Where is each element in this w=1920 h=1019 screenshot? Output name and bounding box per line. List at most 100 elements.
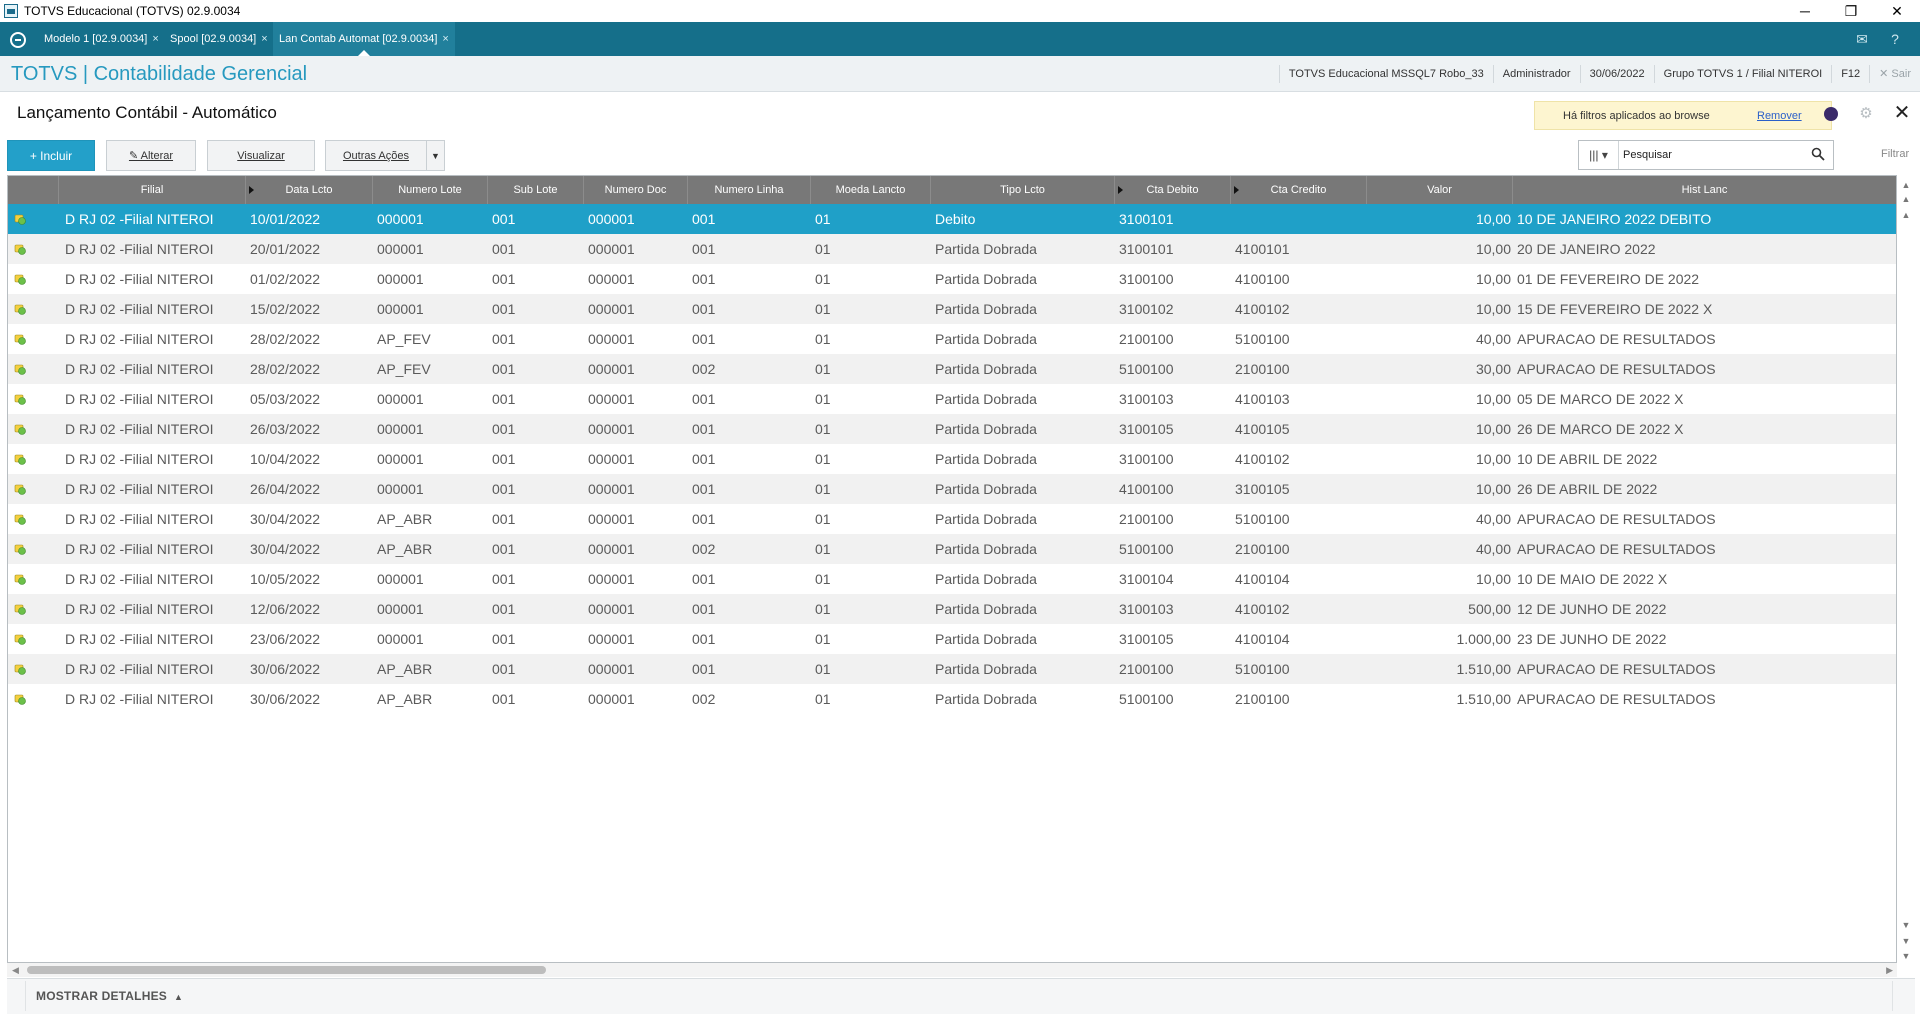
- gear-icon[interactable]: ⚙: [1859, 105, 1873, 122]
- header-tipo-lcto[interactable]: Tipo Lcto: [931, 176, 1115, 204]
- tab-spool[interactable]: Spool [02.9.0034] ×: [164, 22, 274, 56]
- scroll-top-icon[interactable]: ▲: [1901, 180, 1911, 190]
- search-icon[interactable]: [1811, 147, 1825, 161]
- header-cta-debito[interactable]: Cta Debito: [1115, 176, 1231, 204]
- header-moeda-lancto[interactable]: Moeda Lancto: [811, 176, 931, 204]
- header-legend[interactable]: [8, 176, 59, 204]
- table-row[interactable]: D RJ 02 -Filial NITEROI 20/01/2022 000001 0…: [8, 234, 1896, 264]
- header-cta-credito[interactable]: Cta Credito: [1231, 176, 1367, 204]
- scroll-page-up-icon[interactable]: ▲: [1901, 194, 1911, 204]
- status-legend-icon[interactable]: [14, 483, 26, 495]
- status-legend-icon[interactable]: [14, 513, 26, 525]
- scroll-left-icon[interactable]: ◀: [12, 965, 19, 975]
- home-icon[interactable]: [10, 32, 26, 48]
- cell-numero-linha: 001: [692, 451, 716, 467]
- status-legend-icon[interactable]: [14, 273, 26, 285]
- status-circle-icon[interactable]: [1824, 107, 1838, 121]
- cell-sub-lote: 001: [492, 421, 516, 437]
- status-legend-icon[interactable]: [14, 633, 26, 645]
- table-row[interactable]: D RJ 02 -Filial NITEROI 30/06/2022 AP_ABR 0…: [8, 654, 1896, 684]
- table-row[interactable]: D RJ 02 -Filial NITEROI 23/06/2022 000001 0…: [8, 624, 1896, 654]
- scroll-down-icon[interactable]: ▼: [1901, 920, 1911, 930]
- status-legend-icon[interactable]: [14, 573, 26, 585]
- header-numero-doc[interactable]: Numero Doc: [584, 176, 688, 204]
- horizontal-scrollbar[interactable]: ◀ ▶: [7, 963, 1897, 977]
- table-row[interactable]: D RJ 02 -Filial NITEROI 28/02/2022 AP_FEV 0…: [8, 354, 1896, 384]
- cell-numero-doc: 000001: [588, 571, 635, 587]
- scroll-right-icon[interactable]: ▶: [1886, 965, 1893, 975]
- table-row[interactable]: D RJ 02 -Filial NITEROI 15/02/2022 000001 0…: [8, 294, 1896, 324]
- status-legend-icon[interactable]: [14, 303, 26, 315]
- header-numero-linha[interactable]: Numero Linha: [688, 176, 811, 204]
- cell-filial: D RJ 02 -Filial NITEROI: [65, 391, 214, 407]
- minimize-button[interactable]: ─: [1800, 3, 1810, 19]
- mail-icon[interactable]: ✉: [1856, 31, 1868, 47]
- tab-close-icon[interactable]: ×: [152, 33, 159, 45]
- status-legend-icon[interactable]: [14, 693, 26, 705]
- close-window-button[interactable]: ✕: [1891, 2, 1903, 19]
- table-row[interactable]: D RJ 02 -Filial NITEROI 12/06/2022 000001 0…: [8, 594, 1896, 624]
- table-row[interactable]: D RJ 02 -Filial NITEROI 10/04/2022 000001 0…: [8, 444, 1896, 474]
- status-legend-icon[interactable]: [14, 333, 26, 345]
- more-actions-button[interactable]: Outras Ações ▼: [325, 140, 445, 171]
- table-row[interactable]: D RJ 02 -Filial NITEROI 30/06/2022 AP_ABR 0…: [8, 684, 1896, 714]
- search-input[interactable]: [1623, 145, 1793, 165]
- status-legend-icon[interactable]: [14, 663, 26, 675]
- close-icon[interactable]: ✕: [1893, 102, 1911, 124]
- scroll-bottom-icon[interactable]: ▼: [1901, 951, 1911, 961]
- cell-valor: 40,00: [1475, 541, 1511, 557]
- filter-button[interactable]: Filtrar: [1881, 148, 1910, 160]
- scroll-page-down-icon[interactable]: ▼: [1901, 936, 1911, 946]
- show-details-toggle[interactable]: MOSTRAR DETALHES ▲: [36, 989, 183, 1003]
- table-row[interactable]: D RJ 02 -Filial NITEROI 26/03/2022 000001 0…: [8, 414, 1896, 444]
- header-hist-lanc[interactable]: Hist Lanc: [1681, 184, 1728, 196]
- tab-modelo-1[interactable]: Modelo 1 [02.9.0034] ×: [38, 22, 165, 56]
- remove-filter-link[interactable]: Remover: [1757, 109, 1802, 122]
- cell-filial: D RJ 02 -Filial NITEROI: [65, 631, 214, 647]
- table-row[interactable]: D RJ 02 -Filial NITEROI 10/05/2022 000001 0…: [8, 564, 1896, 594]
- status-legend-icon[interactable]: [14, 243, 26, 255]
- status-legend-icon[interactable]: [14, 543, 26, 555]
- exit-button[interactable]: ✕ Sair: [1869, 65, 1920, 83]
- table-row[interactable]: D RJ 02 -Filial NITEROI 26/04/2022 000001 0…: [8, 474, 1896, 504]
- status-legend-icon[interactable]: [14, 603, 26, 615]
- cell-data-lcto: 10/04/2022: [250, 451, 321, 467]
- branch-label[interactable]: Grupo TOTVS 1 / Filial NITEROI: [1653, 65, 1832, 83]
- cell-numero-doc: 000001: [588, 541, 635, 557]
- cell-data-lcto: 20/01/2022: [250, 241, 321, 257]
- table-row[interactable]: D RJ 02 -Filial NITEROI 30/04/2022 AP_ABR 0…: [8, 504, 1896, 534]
- cell-filial: D RJ 02 -Filial NITEROI: [65, 511, 214, 527]
- change-button[interactable]: ✎ Alterar: [106, 140, 196, 171]
- column-selector[interactable]: ||| ▾: [1579, 141, 1619, 169]
- tab-lan-contab-automat[interactable]: Lan Contab Automat [02.9.0034] ×: [273, 22, 455, 56]
- header-data-lcto[interactable]: Data Lcto: [246, 176, 373, 204]
- scroll-up-icon[interactable]: ▲: [1901, 210, 1911, 220]
- f12-shortcut[interactable]: F12: [1831, 65, 1869, 83]
- cell-cta-credito: 4100102: [1235, 451, 1290, 467]
- cell-valor: 500,00: [1468, 601, 1511, 617]
- chevron-down-icon[interactable]: ▼: [426, 141, 444, 170]
- view-button[interactable]: Visualizar: [207, 140, 315, 171]
- status-legend-icon[interactable]: [14, 453, 26, 465]
- header-sub-lote[interactable]: Sub Lote: [488, 176, 584, 204]
- vertical-scrollbar[interactable]: ▲ ▲ ▲ ▼ ▼ ▼: [1897, 178, 1915, 963]
- header-numero-lote[interactable]: Numero Lote: [373, 176, 488, 204]
- status-legend-icon[interactable]: [14, 213, 26, 225]
- header-filial[interactable]: Filial: [59, 176, 246, 204]
- table-row[interactable]: D RJ 02 -Filial NITEROI 28/02/2022 AP_FEV 0…: [8, 324, 1896, 354]
- table-row[interactable]: D RJ 02 -Filial NITEROI 30/04/2022 AP_ABR 0…: [8, 534, 1896, 564]
- include-button[interactable]: + Incluir: [7, 140, 95, 171]
- table-row[interactable]: D RJ 02 -Filial NITEROI 05/03/2022 000001 0…: [8, 384, 1896, 414]
- tab-close-icon[interactable]: ×: [261, 33, 268, 45]
- table-row[interactable]: D RJ 02 -Filial NITEROI 01/02/2022 000001 0…: [8, 264, 1896, 294]
- restore-button[interactable]: ❐: [1844, 2, 1858, 19]
- scroll-thumb[interactable]: [27, 966, 546, 974]
- status-legend-icon[interactable]: [14, 423, 26, 435]
- table-row[interactable]: D RJ 02 -Filial NITEROI 10/01/2022 000001 0…: [8, 204, 1896, 234]
- status-legend-icon[interactable]: [14, 393, 26, 405]
- status-legend-icon[interactable]: [14, 363, 26, 375]
- tab-close-icon[interactable]: ×: [442, 33, 449, 45]
- help-icon[interactable]: ?: [1891, 31, 1899, 47]
- cell-cta-debito: 3100105: [1119, 421, 1174, 437]
- header-valor[interactable]: Valor: [1367, 176, 1513, 204]
